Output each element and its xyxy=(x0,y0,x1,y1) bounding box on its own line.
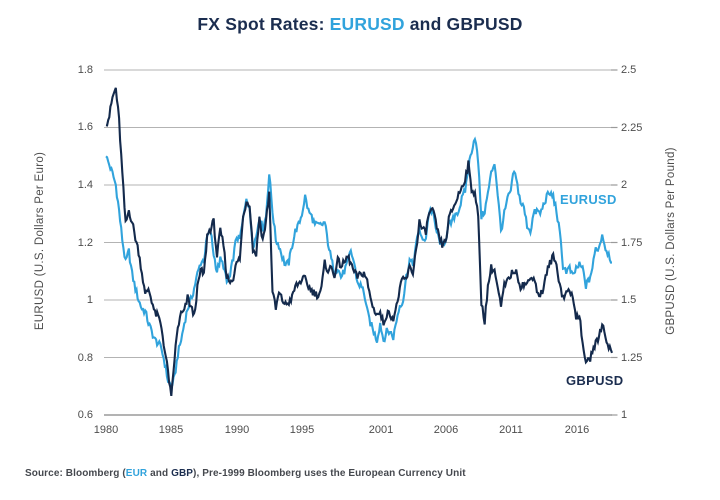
right-axis-tick-label: 2 xyxy=(621,179,628,191)
x-axis-tick-label: 2011 xyxy=(499,424,523,436)
x-axis-tick-label: 2006 xyxy=(433,424,459,436)
right-axis-tick-label: 1 xyxy=(621,409,628,421)
source-note-eur: EUR xyxy=(125,468,148,479)
x-axis-tick-label: 2001 xyxy=(368,424,394,436)
right-axis-tick-label: 2.25 xyxy=(621,122,643,134)
chart-title-eurusd: EURUSD xyxy=(329,14,405,34)
x-axis-tick-label: 1985 xyxy=(158,424,184,436)
eurusd-line xyxy=(105,136,612,388)
left-axis-title: EURUSD (U.S. Dollars Per Euro) xyxy=(34,151,46,331)
source-note-prefix: Source: Bloomberg ( xyxy=(25,468,126,479)
eurusd-series-label: EURUSD xyxy=(560,192,617,207)
gbpusd-series-label: GBPUSD xyxy=(566,373,624,388)
source-note-mid: and xyxy=(147,468,172,479)
chart-title: FX Spot Rates: EURUSD and GBPUSD xyxy=(0,14,720,35)
source-note: Source: Bloomberg (EUR and GBP), Pre-199… xyxy=(25,468,466,479)
right-axis-tick-label: 1.75 xyxy=(621,237,643,249)
right-axis-tick-label: 2.5 xyxy=(621,64,637,76)
source-note-suffix: ), Pre-1999 Bloomberg uses the European … xyxy=(193,468,466,479)
left-axis-tick-label: 0.6 xyxy=(77,409,93,421)
right-axis-tick-label: 1.5 xyxy=(621,294,637,306)
left-axis-tick-label: 1.8 xyxy=(77,64,93,76)
source-note-gbp: GBP xyxy=(171,468,194,479)
left-axis-tick-label: 1.6 xyxy=(77,121,93,133)
left-axis-tick-label: 1.2 xyxy=(77,237,93,249)
gbpusd-line xyxy=(105,87,613,397)
right-axis-tick-label: 1.25 xyxy=(621,352,643,364)
chart-title-suffix: and GBPUSD xyxy=(409,14,523,34)
right-axis-title: GBPUSD (U.S. Dollars Per Pound) xyxy=(665,147,677,335)
left-axis-tick-label: 0.8 xyxy=(77,352,93,364)
x-axis-tick-label: 1990 xyxy=(224,424,250,436)
x-axis-tick-label: 1980 xyxy=(93,424,119,436)
chart-title-prefix: FX Spot Rates: xyxy=(197,14,325,34)
x-axis-tick-label: 1995 xyxy=(289,424,315,436)
left-axis-tick-label: 1.4 xyxy=(77,179,93,191)
left-axis-tick-label: 1 xyxy=(86,294,93,306)
x-axis-tick-label: 2016 xyxy=(564,424,590,436)
